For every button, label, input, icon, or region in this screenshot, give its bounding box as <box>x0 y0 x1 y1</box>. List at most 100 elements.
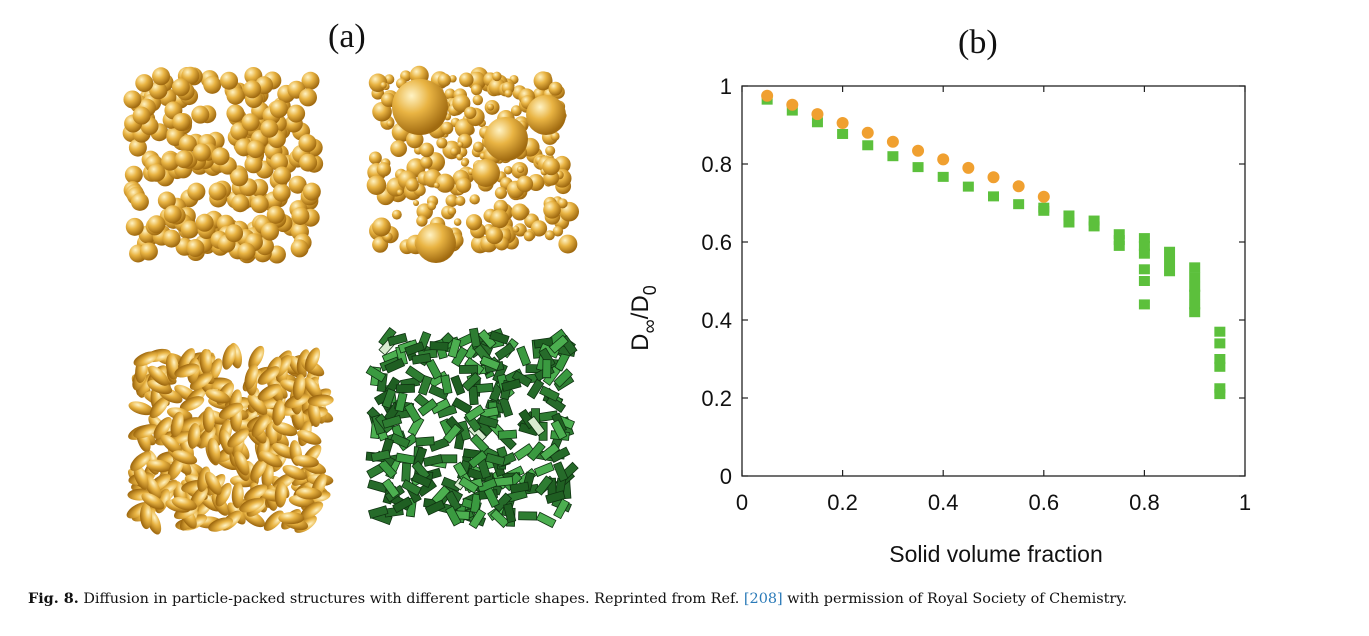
polydisperse-sphere-packing-particle <box>543 201 561 219</box>
cuboid-packing-particle <box>501 378 522 392</box>
ellipsoid-packing-particle <box>248 345 265 370</box>
monodisperse-sphere-packing-particle <box>139 242 158 261</box>
square-data-point <box>1189 272 1201 283</box>
ellipsoid-packing-particle <box>189 372 213 390</box>
monodisperse-sphere-packing-particle <box>130 192 149 211</box>
polydisperse-sphere-packing-particle <box>510 105 522 117</box>
polydisperse-sphere-packing-particle <box>440 121 454 135</box>
monodisperse-sphere-packing-particle <box>287 104 306 123</box>
ellipsoid-packing-particle <box>179 396 205 412</box>
monodisperse-sphere-packing <box>122 66 324 264</box>
cuboid-packing-particle <box>464 404 486 423</box>
monodisperse-sphere-packing-particle <box>124 165 143 184</box>
cuboid-packing-particle <box>497 429 518 440</box>
polydisperse-sphere-packing-particle <box>485 226 504 245</box>
cuboid-packing-particle <box>401 479 422 496</box>
cuboid-packing-particle <box>479 355 501 371</box>
ellipsoid-packing-particle <box>219 429 234 455</box>
cuboid-packing-particle <box>404 341 425 357</box>
y-label-mid: /D <box>627 295 654 319</box>
square-data-point <box>1189 289 1201 300</box>
ellipsoid-packing-particle <box>215 482 232 507</box>
monodisperse-sphere-packing-particle <box>157 191 176 210</box>
square-data-point <box>1138 248 1150 259</box>
ellipsoid-packing-particle <box>244 484 268 502</box>
cuboid-packing-particle <box>389 432 411 449</box>
cuboid-packing-particle <box>411 353 432 365</box>
polydisperse-sphere-packing-particle <box>544 230 555 241</box>
cuboid-packing-particle <box>404 402 422 424</box>
ellipsoid-packing-particle <box>244 364 259 390</box>
monodisperse-sphere-packing-particle <box>162 229 181 248</box>
cuboid-packing-particle <box>526 441 546 462</box>
monodisperse-sphere-packing-particle <box>269 100 288 119</box>
x-tick-label: 0.6 <box>1029 490 1060 515</box>
cuboid-packing-particle <box>394 391 408 413</box>
monodisperse-sphere-packing-particle <box>246 140 265 159</box>
ellipsoid-packing-particle <box>218 402 243 419</box>
square-data-point <box>1189 307 1201 318</box>
polydisperse-sphere-packing-particle <box>470 84 483 96</box>
polydisperse-sphere-packing-particle <box>372 217 391 237</box>
ellipsoid-packing-particle <box>297 429 322 445</box>
monodisperse-sphere-packing-particle <box>152 67 171 86</box>
polydisperse-sphere-packing-particle <box>452 94 471 113</box>
cuboid-packing-particle <box>489 508 510 529</box>
plot-frame <box>741 85 1246 477</box>
square-data-point <box>862 140 874 151</box>
square-data-point <box>1164 246 1176 257</box>
cuboid-packing-particle <box>516 345 532 367</box>
diffusion-chart: 0 0.2 0.4 0.6 0.8 1 0 0.2 0.4 0.6 0.8 1 Solid volu… <box>627 74 1251 567</box>
ellipsoid-packing-particle <box>146 459 173 473</box>
data-points <box>761 89 1226 400</box>
ellipsoid-packing-particle <box>257 383 281 401</box>
polydisperse-sphere-packing-particle <box>416 223 456 263</box>
cuboid-packing-particle <box>415 436 435 447</box>
square-data-point <box>1113 235 1125 246</box>
square-data-point <box>1113 240 1125 251</box>
x-tick-label: 1 <box>1239 490 1251 515</box>
cuboid-packing-particle <box>417 375 433 396</box>
square-data-point <box>1138 299 1150 310</box>
ellipsoid-packing-particle <box>207 438 221 464</box>
polydisperse-sphere-packing-particle <box>427 201 437 211</box>
panel-b-label: (b) <box>958 24 998 61</box>
polydisperse-sphere-packing-particle <box>392 79 448 135</box>
ellipsoid-packing-particle <box>231 482 244 509</box>
square-data-point <box>1063 210 1075 221</box>
reference-link[interactable]: [208] <box>743 591 783 607</box>
polydisperse-sphere-packing-particle <box>512 225 520 233</box>
cuboid-packing-particle <box>468 508 487 530</box>
cuboid-packing-particle <box>542 359 552 379</box>
ellipsoid-packing-particle <box>300 501 324 519</box>
polydisperse-sphere-packing-particle <box>460 159 469 167</box>
ellipsoid-packing-particle <box>263 510 284 531</box>
ellipsoid-packing-particle <box>274 481 287 508</box>
circle-data-point <box>1012 180 1025 193</box>
ellipsoid-packing-particle <box>247 394 268 416</box>
ellipsoid-packing-particle <box>133 465 149 490</box>
ellipsoid-packing-particle <box>167 456 184 481</box>
cuboid-packing-particle <box>513 443 535 461</box>
monodisperse-sphere-packing-particle <box>147 215 166 234</box>
ellipsoid-packing-particle <box>148 365 169 386</box>
ellipsoid-packing-particle <box>307 401 321 428</box>
monodisperse-sphere-packing-particle <box>187 182 206 201</box>
monodisperse-sphere-packing-particle <box>237 242 256 261</box>
ellipsoid-packing-particle <box>234 451 250 476</box>
square-data-point <box>837 128 849 139</box>
cuboid-packing-particle <box>534 475 554 496</box>
cuboid-packing-particle <box>401 462 412 482</box>
particle-packing-renderings <box>122 65 580 535</box>
circle-data-point <box>836 117 849 130</box>
circle-data-point <box>912 144 925 157</box>
x-tick-label: 0.8 <box>1129 490 1160 515</box>
circle-data-point <box>761 89 774 102</box>
cuboid-packing-particle <box>470 493 482 514</box>
polydisperse-sphere-packing-particle <box>503 166 513 175</box>
ellipsoid-packing-particle <box>174 363 200 378</box>
monodisperse-sphere-packing-particle <box>172 113 191 132</box>
cuboid-packing-particle <box>381 478 401 499</box>
cuboid-packing-particle <box>451 397 473 415</box>
cuboid-packing-particle <box>445 505 462 527</box>
